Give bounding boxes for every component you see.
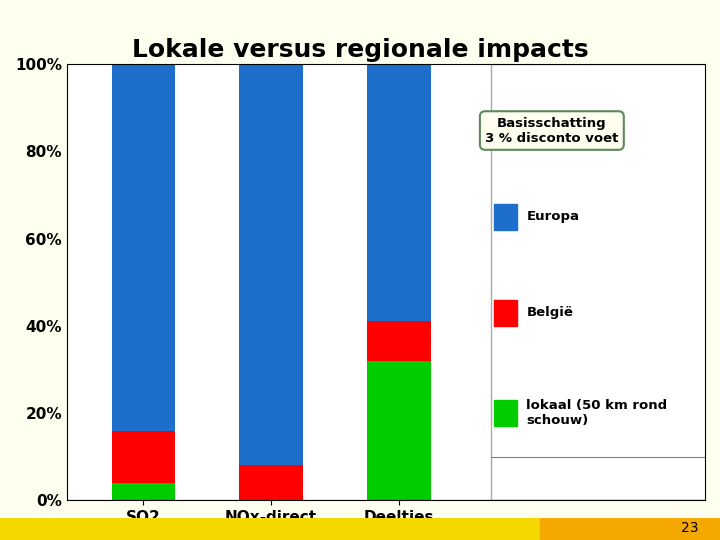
Bar xyxy=(239,465,303,500)
Bar xyxy=(0,518,540,540)
Bar xyxy=(495,204,518,230)
Text: Europa: Europa xyxy=(526,210,580,224)
Text: Basisschatting
3 % disconto voet: Basisschatting 3 % disconto voet xyxy=(485,117,618,145)
Bar xyxy=(366,321,431,361)
Text: lokaal (50 km rond
schouw): lokaal (50 km rond schouw) xyxy=(526,399,667,427)
Bar xyxy=(495,300,518,326)
Bar xyxy=(490,64,720,500)
Bar xyxy=(540,518,720,540)
Text: Lokale versus regionale impacts: Lokale versus regionale impacts xyxy=(132,38,588,62)
Bar xyxy=(366,361,431,500)
Text: 23: 23 xyxy=(681,521,698,535)
Bar xyxy=(495,400,518,426)
Bar xyxy=(112,430,176,483)
Bar xyxy=(112,483,176,500)
Bar xyxy=(366,64,431,321)
Bar xyxy=(239,64,303,465)
Text: België: België xyxy=(526,306,573,319)
Bar xyxy=(112,64,176,430)
